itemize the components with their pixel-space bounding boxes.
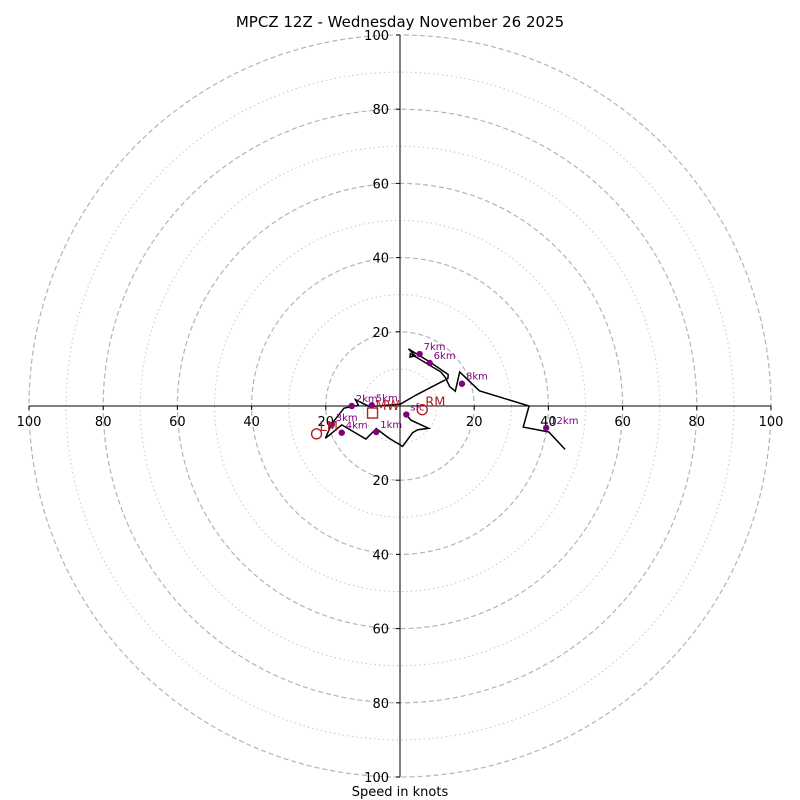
y-tick-label: 20 bbox=[372, 326, 389, 341]
y-tick-label: 20 bbox=[372, 474, 389, 489]
y-tick-label: 40 bbox=[372, 252, 389, 267]
storm-motion-label: LM bbox=[320, 420, 338, 435]
x-tick-label: 40 bbox=[243, 415, 260, 430]
x-tick-label: 60 bbox=[614, 415, 631, 430]
y-tick-label: 80 bbox=[372, 697, 389, 712]
height-point bbox=[328, 421, 335, 429]
storm-motion-label: RM bbox=[425, 396, 445, 411]
height-point-label: 12km bbox=[550, 416, 578, 427]
height-point bbox=[338, 429, 345, 436]
height-point bbox=[403, 411, 410, 418]
height-point bbox=[368, 402, 376, 409]
storm-motion-markers: RM MW LM bbox=[310, 396, 446, 440]
height-point bbox=[416, 350, 423, 358]
height-point bbox=[348, 402, 355, 410]
storm-motion-marker bbox=[416, 404, 428, 416]
x-tick-label: 60 bbox=[169, 415, 186, 430]
storm-motion-marker bbox=[310, 428, 323, 440]
height-point-label: 3km bbox=[336, 413, 358, 424]
height-point-label: 7km bbox=[424, 342, 446, 353]
height-point bbox=[373, 428, 380, 436]
y-tick-label: 60 bbox=[372, 623, 389, 638]
y-ticks: 100 80 60 40 20 20 40 60 80 100 bbox=[364, 29, 400, 786]
height-point-label: 6km bbox=[434, 351, 456, 362]
y-tick-label: 40 bbox=[372, 548, 389, 563]
height-point-label: 4km bbox=[346, 421, 368, 432]
x-tick-label: 80 bbox=[689, 415, 706, 430]
height-point-label: 5km bbox=[376, 393, 398, 404]
x-tick-label: 80 bbox=[95, 415, 112, 430]
y-tick-label: 100 bbox=[364, 29, 389, 44]
x-tick-label: 20 bbox=[466, 415, 483, 430]
x-tick-label: 100 bbox=[759, 415, 784, 430]
axes bbox=[29, 35, 771, 777]
hodograph-trace bbox=[324, 348, 566, 450]
y-tick-label: 60 bbox=[372, 177, 389, 192]
height-point-label: 2km bbox=[356, 394, 378, 405]
height-point bbox=[542, 424, 550, 432]
height-point bbox=[426, 359, 433, 367]
y-tick-label: 100 bbox=[364, 771, 389, 786]
x-axis-label: Speed in knots bbox=[352, 785, 449, 800]
x-tick-label: 100 bbox=[17, 415, 42, 430]
y-tick-label: 80 bbox=[372, 103, 389, 118]
x-ticks: 100 80 60 40 20 20 40 60 80 100 bbox=[17, 406, 784, 430]
chart-title: MPCZ 12Z - Wednesday November 26 2025 bbox=[236, 13, 564, 31]
storm-motion-label: MW bbox=[376, 399, 400, 414]
storm-motion-marker bbox=[366, 407, 379, 419]
height-point-label: 8km bbox=[466, 372, 488, 383]
height-point-label: 1km bbox=[380, 420, 402, 431]
height-point bbox=[458, 380, 466, 387]
